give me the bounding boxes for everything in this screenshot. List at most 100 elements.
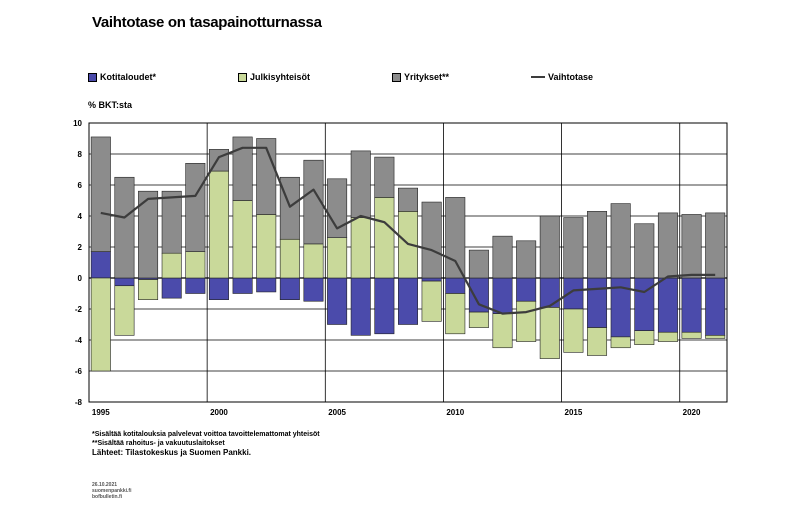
- x-tick-label-2020: 2020: [683, 408, 701, 417]
- y-tick-label--4: -4: [75, 336, 83, 345]
- bar-firms-1999: [185, 163, 206, 252]
- bar-households-2018: [634, 277, 655, 332]
- bar-public-1996: [114, 285, 135, 336]
- bar-households-2003: [279, 277, 300, 301]
- bar-public-2013: [516, 300, 537, 342]
- bar-firms-2018: [634, 223, 655, 279]
- bar-households-2015: [563, 277, 584, 310]
- bar-public-2010: [445, 293, 466, 335]
- bar-firms-2004: [303, 159, 324, 245]
- bar-firms-1997: [138, 190, 159, 279]
- legend-swatch-households: [88, 72, 97, 82]
- bar-public-2019: [657, 331, 678, 342]
- legend-swatch-current-account: [531, 76, 545, 78]
- bar-public-2006: [350, 217, 371, 279]
- bar-public-2011: [468, 311, 489, 328]
- legend-swatch-public: [238, 72, 247, 82]
- bar-households-2000: [208, 277, 229, 301]
- y-tick-label--6: -6: [75, 367, 83, 376]
- bar-public-2005: [327, 237, 348, 279]
- bar-households-2013: [516, 277, 537, 302]
- bar-public-2000: [208, 170, 229, 279]
- legend-households: Kotitaloudet*: [88, 72, 156, 82]
- bar-households-1996: [114, 277, 135, 287]
- bar-public-2004: [303, 243, 324, 279]
- small-mark-1: 26.10.2021: [92, 482, 118, 488]
- legend-public: Julkisyhteisöt: [238, 72, 310, 82]
- y-tick-label-10: 10: [73, 119, 82, 128]
- bar-firms-2013: [516, 240, 537, 279]
- x-tick-label-2015: 2015: [565, 408, 583, 417]
- legend-label-households: Kotitaloudet*: [100, 72, 156, 82]
- bar-households-2020: [681, 277, 702, 333]
- bar-firms-2019: [657, 212, 678, 279]
- bar-public-1997: [138, 279, 159, 300]
- plot-frame: [88, 122, 728, 403]
- x-tick-label-2010: 2010: [446, 408, 464, 417]
- bar-firms-2012: [492, 235, 513, 279]
- bar-public-2015: [563, 308, 584, 353]
- bar-households-1995: [90, 251, 111, 279]
- y-tick-label-6: 6: [78, 181, 83, 190]
- bar-firms-2014: [539, 215, 560, 279]
- bar-firms-2020: [681, 214, 702, 279]
- bar-firms-2021: [705, 212, 726, 279]
- footnotes: *Sisältää kotitalouksia palvelevat voitt…: [92, 430, 320, 457]
- bar-households-2012: [492, 277, 513, 314]
- bar-households-1998: [161, 277, 182, 299]
- y-unit-label: % BKT:sta: [88, 100, 133, 110]
- bar-firms-1996: [114, 176, 135, 279]
- bar-firms-2005: [327, 178, 348, 239]
- bar-firms-2009: [421, 201, 442, 279]
- legend-label-current-account: Vaihtotase: [548, 72, 594, 82]
- current-account-line: [100, 146, 716, 315]
- bar-households-2008: [398, 277, 418, 325]
- bar-public-2017: [610, 336, 631, 349]
- x-tick-label-2000: 2000: [210, 408, 228, 417]
- bar-households-2021: [705, 277, 726, 336]
- bar-firms-2016: [587, 211, 608, 279]
- y-tick-label--8: -8: [75, 398, 83, 407]
- bar-firms-2017: [610, 203, 631, 279]
- bar-public-2018: [634, 330, 655, 345]
- bar-households-2006: [350, 277, 371, 336]
- legend-label-firms: Yritykset**: [404, 72, 450, 82]
- legend-current-account: Vaihtotase: [531, 72, 593, 82]
- bar-households-2002: [256, 277, 277, 293]
- bar-households-2016: [587, 277, 608, 328]
- bar-public-2021: [705, 335, 726, 339]
- bar-households-2019: [657, 277, 678, 333]
- y-tick-label-2: 2: [78, 243, 83, 252]
- chart-title: Vaihtotase on tasapainotturnassa: [92, 14, 322, 31]
- bar-public-2007: [374, 197, 395, 279]
- bar-public-2012: [492, 313, 513, 349]
- bar-public-1999: [185, 251, 206, 279]
- bar-firms-2008: [398, 187, 418, 212]
- bar-public-2002: [256, 214, 277, 279]
- bar-firms-2007: [374, 156, 395, 198]
- bar-public-2003: [279, 238, 300, 279]
- bar-households-2014: [539, 277, 560, 308]
- bar-firms-1998: [161, 190, 182, 254]
- small-marks: 26.10.2021 suomenpankki.fi bofbulletin.f…: [92, 482, 131, 500]
- small-mark-3: bofbulletin.fi: [92, 494, 122, 500]
- bar-public-2014: [539, 307, 560, 359]
- legend-firms: Yritykset**: [392, 72, 449, 82]
- y-tick-label--2: -2: [75, 305, 83, 314]
- footnote-2: **Sisältää rahoitus- ja vakuutuslaitokse…: [92, 440, 225, 447]
- bar-public-2016: [587, 327, 608, 356]
- bar-firms-2011: [468, 249, 489, 279]
- bar-public-2001: [232, 200, 253, 279]
- bar-firms-2015: [563, 217, 584, 279]
- bar-households-2007: [374, 277, 395, 335]
- y-tick-label-0: 0: [78, 274, 83, 283]
- bar-households-2005: [327, 277, 348, 325]
- bar-firms-2001: [232, 136, 253, 201]
- y-tick-label-4: 4: [78, 212, 83, 221]
- source-note: Lähteet: Tilastokeskus ja Suomen Pankki.: [92, 448, 252, 457]
- footnote-1: *Sisältää kotitalouksia palvelevat voitt…: [92, 431, 320, 438]
- legend: Kotitaloudet* Julkisyhteisöt Yritykset**…: [0, 72, 800, 86]
- bar-households-1999: [185, 277, 206, 294]
- bar-households-2010: [445, 277, 466, 294]
